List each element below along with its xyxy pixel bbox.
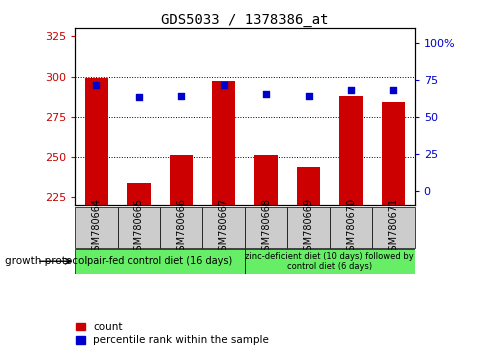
- Point: [177, 93, 185, 98]
- Bar: [329, 207, 372, 248]
- Text: pair-fed control diet (16 days): pair-fed control diet (16 days): [87, 256, 232, 266]
- Bar: [244, 249, 414, 274]
- Bar: [287, 207, 329, 248]
- Bar: [127, 183, 150, 205]
- Bar: [212, 81, 235, 205]
- Bar: [160, 207, 202, 248]
- Bar: [75, 207, 117, 248]
- Point: [347, 87, 354, 93]
- Bar: [381, 102, 404, 205]
- Legend: count, percentile rank within the sample: count, percentile rank within the sample: [76, 322, 269, 345]
- Point: [135, 95, 142, 100]
- Bar: [75, 249, 244, 274]
- Text: GSM780671: GSM780671: [388, 198, 398, 257]
- Bar: [117, 207, 160, 248]
- Point: [92, 82, 100, 88]
- Point: [304, 93, 312, 98]
- Text: GSM780667: GSM780667: [218, 198, 228, 257]
- Point: [262, 91, 270, 97]
- Title: GDS5033 / 1378386_at: GDS5033 / 1378386_at: [161, 13, 328, 27]
- Text: GSM780664: GSM780664: [91, 198, 101, 257]
- Bar: [85, 78, 108, 205]
- Text: GSM780665: GSM780665: [134, 198, 144, 257]
- Bar: [254, 155, 277, 205]
- Bar: [372, 207, 414, 248]
- Text: GSM780669: GSM780669: [303, 198, 313, 257]
- Point: [219, 82, 227, 88]
- Bar: [169, 155, 193, 205]
- Bar: [244, 207, 287, 248]
- Text: growth protocol: growth protocol: [5, 256, 87, 266]
- Bar: [296, 167, 319, 205]
- Text: GSM780668: GSM780668: [260, 198, 271, 257]
- Text: zinc-deficient diet (10 days) followed by
control diet (6 days): zinc-deficient diet (10 days) followed b…: [245, 252, 413, 271]
- Bar: [202, 207, 244, 248]
- Text: GSM780666: GSM780666: [176, 198, 186, 257]
- Point: [389, 87, 396, 93]
- Text: GSM780670: GSM780670: [345, 198, 355, 257]
- Bar: [339, 96, 362, 205]
